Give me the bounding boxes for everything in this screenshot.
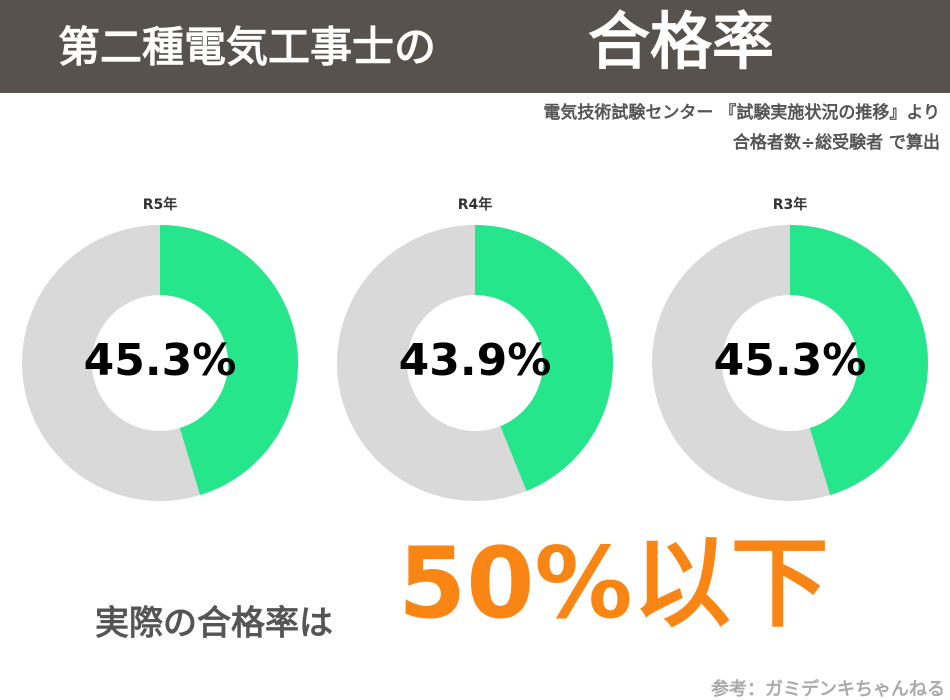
center-label: 45.3%	[84, 335, 237, 386]
donut-segment	[160, 225, 298, 496]
footer-lead: 実際の合格率は	[95, 604, 333, 644]
chart-title: R3年	[773, 196, 808, 213]
credit: 参考：ガミデンキちゃんねる	[711, 678, 945, 700]
center-label: 43.9%	[399, 335, 552, 386]
chart-title: R5年	[143, 196, 178, 213]
center-label: 45.3%	[714, 335, 867, 386]
donut-segment	[790, 225, 929, 496]
source-line: 合格者数÷総受験者 で算出	[733, 132, 940, 153]
header-highlight: 合格率	[588, 5, 774, 78]
donut-segment	[475, 225, 613, 491]
charts: R5年 45.3% R4年 43.9% R3年 45.3%	[22, 196, 929, 501]
footer-emphasis: 50%以下	[398, 527, 829, 641]
chart-title: R4年	[458, 196, 493, 213]
header-title: 第二種電気工事士の	[58, 23, 436, 72]
header-bar	[0, 0, 950, 93]
source-line: 電気技術試験センター 『試験実施状況の推移』より	[543, 102, 940, 123]
